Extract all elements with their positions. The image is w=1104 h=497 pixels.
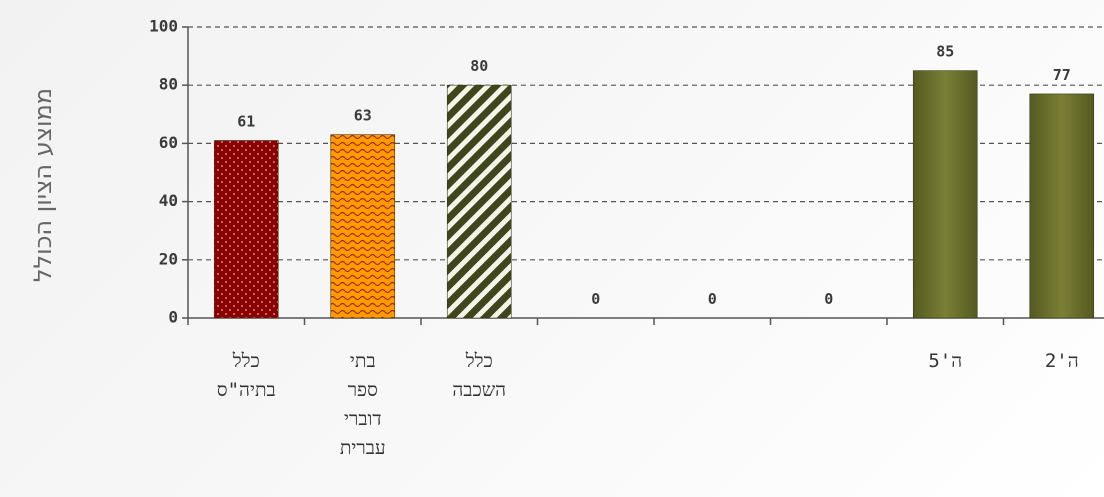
y-tick-label: 20: [159, 249, 178, 268]
data-label: 0: [591, 290, 600, 308]
data-label: 80: [470, 57, 488, 75]
bar: [1029, 93, 1095, 319]
y-tick-label: 0: [168, 308, 178, 327]
category-label: ה'5: [928, 350, 962, 372]
bar: [912, 70, 978, 319]
data-label: 63: [354, 107, 372, 125]
y-tick-label: 80: [159, 75, 178, 94]
data-label: 0: [824, 290, 833, 308]
category-label: כלל בתיה"ס: [217, 350, 276, 401]
y-tick-label: 40: [159, 191, 178, 210]
y-tick-label: 100: [149, 17, 178, 36]
bars: [213, 70, 1095, 319]
labels: 61 כלל בתיה"ס 63 בתי ספר דוברי עברית 80 כלל השכבה 0…: [217, 43, 1079, 459]
data-label: 61: [237, 112, 255, 130]
category-label: בתי ספר דוברי עברית: [340, 350, 386, 459]
y-axis-label: ממוצע הציון הכולל: [29, 88, 57, 282]
bar: [213, 140, 279, 319]
data-label: 77: [1053, 66, 1071, 84]
category-label: ה'2: [1045, 350, 1079, 372]
data-label: 0: [708, 290, 717, 308]
bar: [446, 84, 512, 319]
bar: [330, 134, 396, 319]
category-label: כלל השכבה: [452, 350, 506, 401]
y-tick-label: 60: [159, 133, 178, 152]
data-label: 85: [936, 43, 954, 61]
